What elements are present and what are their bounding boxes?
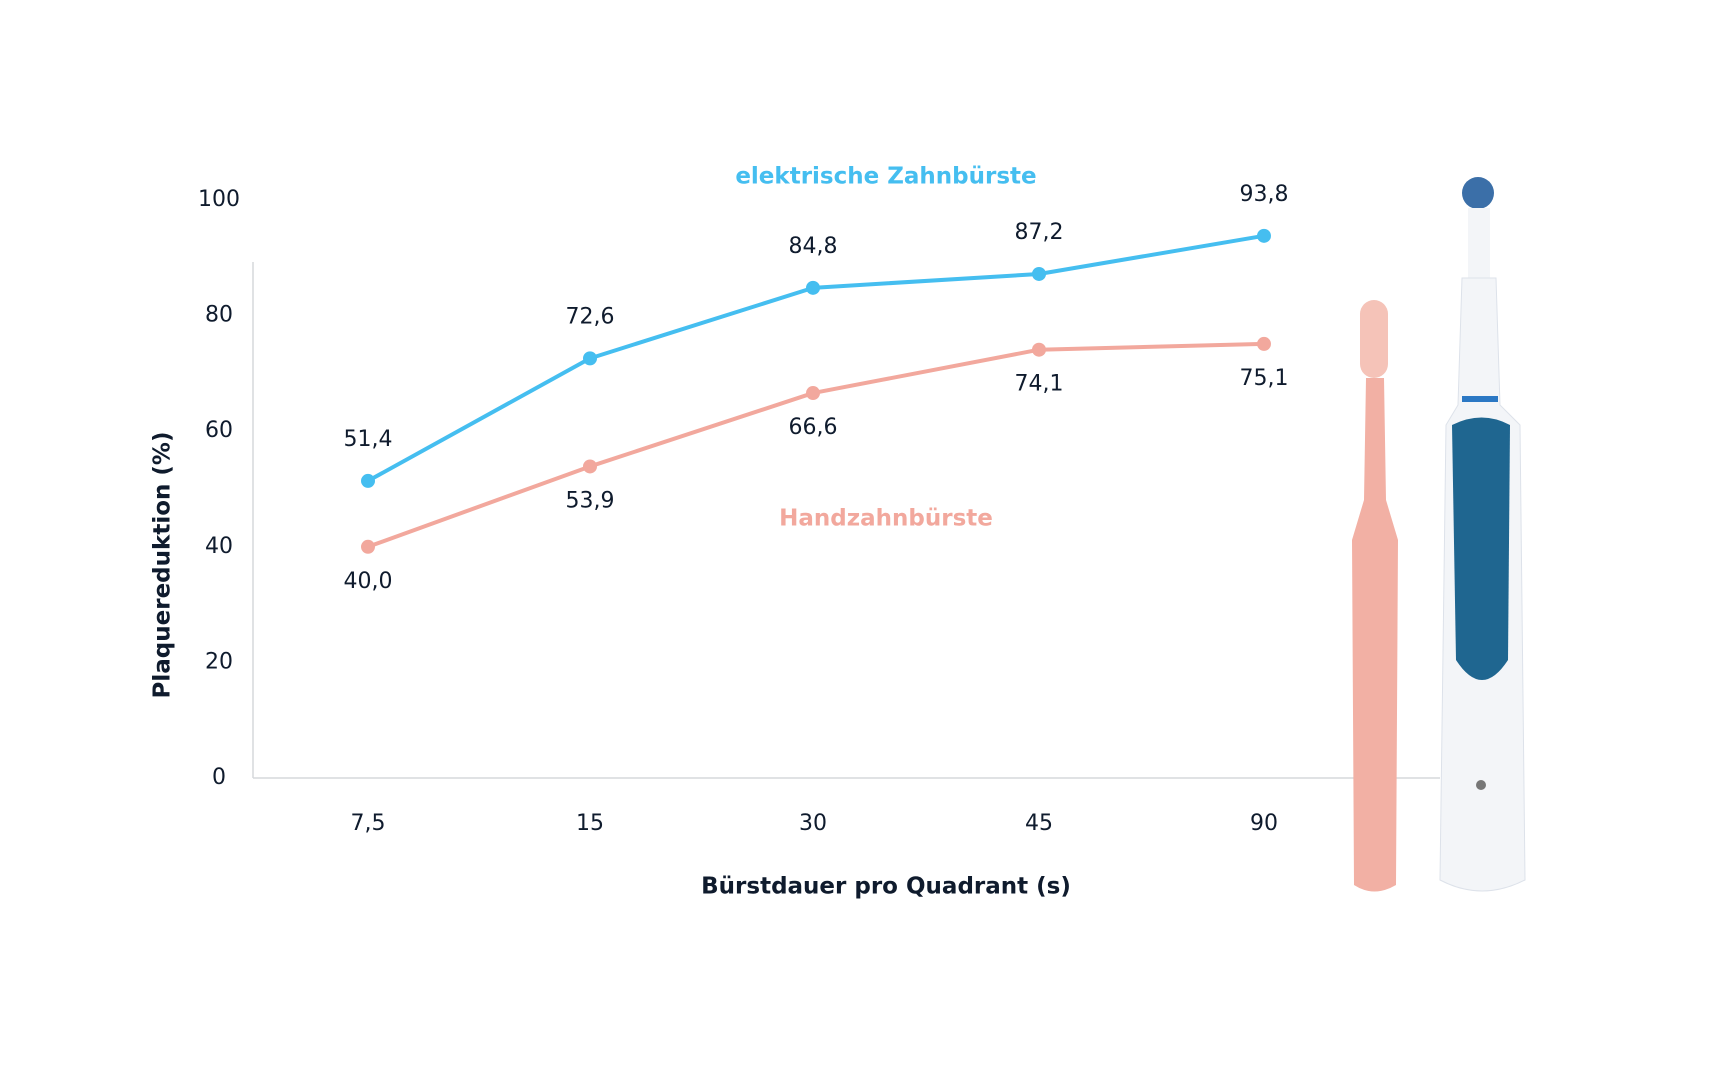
data-point [361,473,375,488]
data-point [583,459,597,474]
x-tick-label: 90 [1250,811,1278,836]
y-tick-label: 40 [205,534,233,559]
data-point [1032,266,1046,281]
series-label: Handzahnbürste [779,506,993,532]
data-label: 66,6 [789,415,838,440]
x-tick-label: 45 [1025,811,1053,836]
x-tick-label: 15 [576,811,604,836]
y-tick-label: 80 [205,303,233,328]
data-point [806,386,820,401]
series-label: elektrische Zahnbürste [735,164,1036,190]
y-tick-label: 100 [198,187,240,212]
data-label: 87,2 [1015,220,1064,245]
y-tick-label: 60 [205,418,233,443]
data-label: 93,8 [1240,182,1289,207]
y-axis-title: Plaquereduktion (%) [150,432,176,699]
data-point [1257,336,1271,351]
data-label: 51,4 [344,427,393,452]
data-label: 72,6 [566,304,615,329]
data-point [583,351,597,366]
electric-toothbrush [1439,177,1526,892]
manual-toothbrush [1352,300,1398,892]
y-tick-label: 0 [212,765,226,790]
data-point [1257,228,1271,243]
y-tick-label: 20 [205,649,233,674]
data-point [361,539,375,554]
x-tick-label: 30 [799,811,827,836]
data-label: 84,8 [789,234,838,259]
data-label: 75,1 [1240,366,1289,391]
data-label: 40,0 [344,569,393,594]
x-axis-title: Bürstdauer pro Quadrant (s) [701,874,1071,900]
x-tick-label: 7,5 [351,811,386,836]
data-label: 53,9 [566,488,615,513]
data-point [1032,342,1046,357]
series-line [367,233,1265,483]
data-point [806,280,820,295]
data-label: 74,1 [1015,372,1064,397]
